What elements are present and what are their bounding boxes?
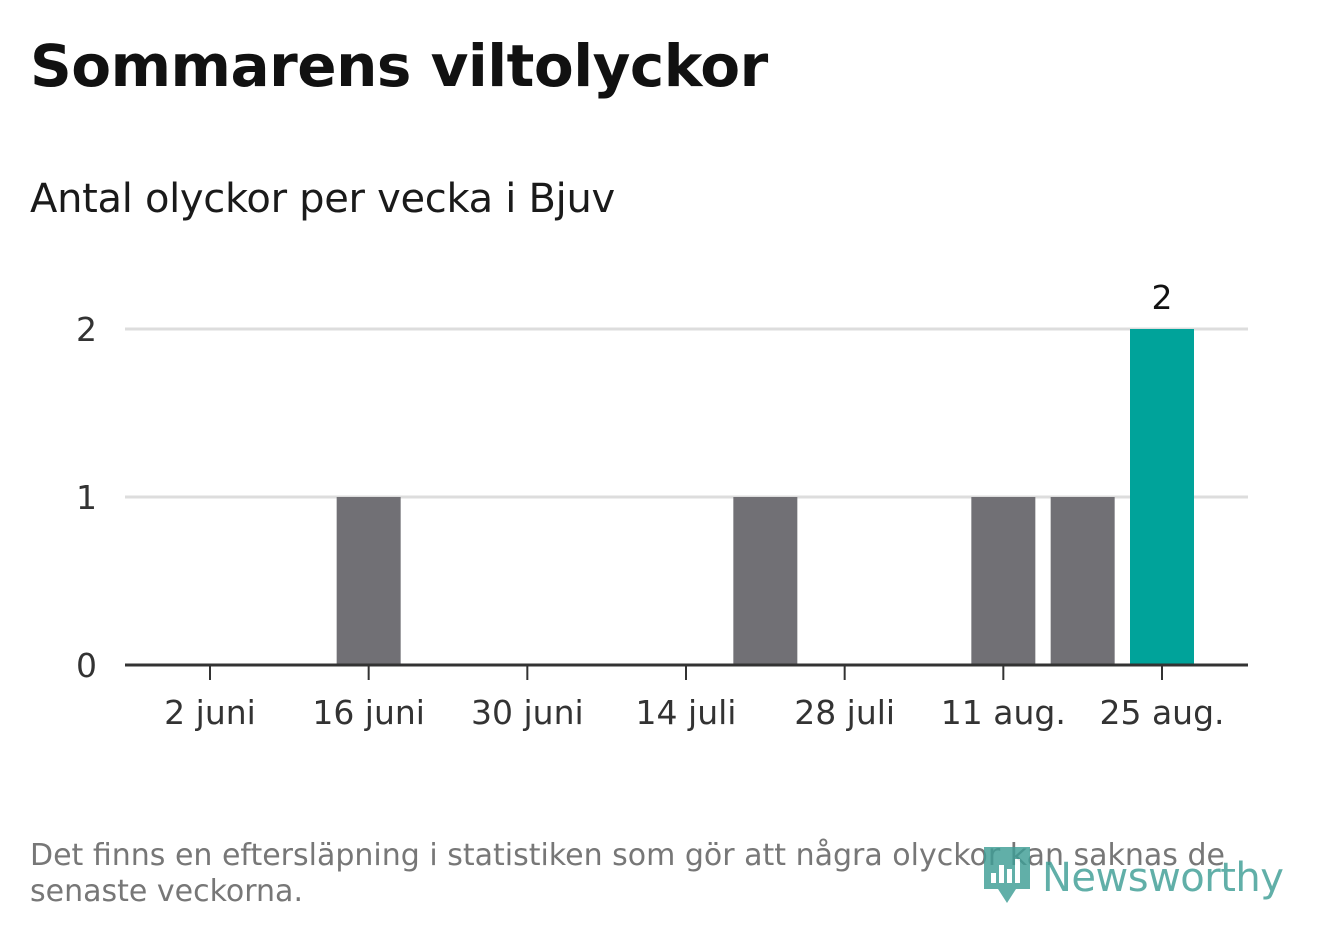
newsworthy-logo-icon <box>982 845 1032 911</box>
x-tick-label: 16 juni <box>312 693 425 732</box>
x-axis: 2 juni 16 juni 30 juni 14 juli 28 juli 11 aug… <box>125 663 1248 732</box>
grid-lines <box>125 327 1248 499</box>
chart-title: Sommarens viltolyckor <box>30 32 768 100</box>
x-tick-label: 2 juni <box>164 693 256 732</box>
y-tick-label: 0 <box>76 646 97 685</box>
bar <box>733 497 798 665</box>
bar <box>336 497 401 665</box>
x-tick-label: 14 juli <box>636 693 737 732</box>
bar-highlight <box>1130 329 1194 665</box>
y-tick-label: 2 <box>76 310 97 349</box>
bar <box>971 497 1036 665</box>
x-tick-label: 11 aug. <box>941 693 1066 732</box>
brand-name: Newsworthy <box>1042 855 1284 901</box>
data-labels: 2 <box>1152 278 1173 317</box>
chart-subtitle: Antal olyckor per vecka i Bjuv <box>30 176 615 222</box>
x-tick-label: 28 juli <box>794 693 895 732</box>
data-label: 2 <box>1152 278 1173 317</box>
x-tick-label: 30 juni <box>471 693 584 732</box>
brand-logo: Newsworthy <box>982 845 1284 911</box>
y-axis-ticks: 0 1 2 <box>76 310 97 685</box>
bar <box>1050 497 1115 665</box>
y-tick-label: 1 <box>76 478 97 517</box>
x-tick-label: 25 aug. <box>1099 693 1224 732</box>
bars <box>336 329 1194 665</box>
